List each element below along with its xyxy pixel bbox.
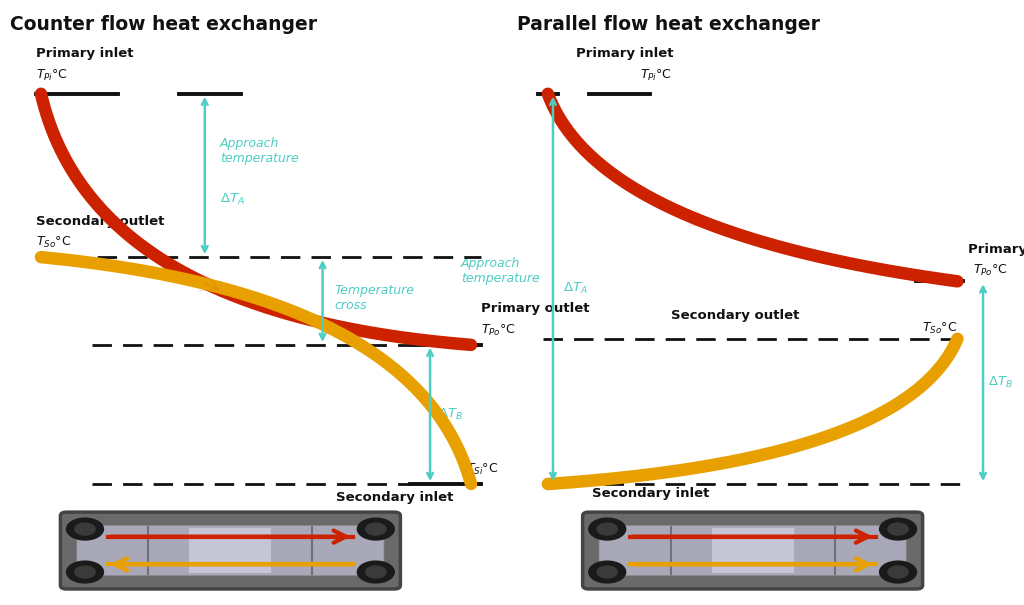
FancyBboxPatch shape [189, 528, 271, 574]
Text: Secondary inlet: Secondary inlet [336, 491, 453, 504]
Circle shape [67, 561, 103, 583]
Text: $\Delta T_A$: $\Delta T_A$ [220, 192, 245, 207]
Text: $T_{So}$°C: $T_{So}$°C [922, 321, 956, 336]
Circle shape [589, 561, 626, 583]
Circle shape [357, 518, 394, 540]
Circle shape [880, 561, 916, 583]
Text: Approach
temperature: Approach temperature [461, 257, 540, 285]
Circle shape [597, 523, 617, 535]
Text: Secondary outlet: Secondary outlet [671, 309, 799, 322]
Text: Counter flow heat exchanger: Counter flow heat exchanger [10, 15, 317, 34]
Circle shape [589, 518, 626, 540]
FancyBboxPatch shape [77, 525, 384, 576]
Text: $T_{Pi}$°C: $T_{Pi}$°C [36, 68, 68, 83]
Text: Secondary outlet: Secondary outlet [36, 215, 164, 228]
Circle shape [880, 518, 916, 540]
Text: Parallel flow heat exchanger: Parallel flow heat exchanger [517, 15, 820, 34]
Circle shape [67, 518, 103, 540]
Text: Temperature
cross: Temperature cross [335, 284, 415, 312]
Text: $T_{Po}$°C: $T_{Po}$°C [973, 263, 1008, 278]
Circle shape [366, 523, 386, 535]
Text: $T_{Si}$°C: $T_{Si}$°C [634, 511, 667, 526]
Circle shape [597, 566, 617, 578]
FancyBboxPatch shape [599, 525, 906, 576]
Circle shape [366, 566, 386, 578]
Circle shape [888, 566, 908, 578]
FancyBboxPatch shape [712, 528, 794, 574]
Text: Primary inlet: Primary inlet [575, 48, 674, 61]
Text: Approach
temperature: Approach temperature [220, 137, 299, 165]
Circle shape [888, 523, 908, 535]
FancyBboxPatch shape [583, 512, 923, 589]
FancyBboxPatch shape [60, 512, 400, 589]
Circle shape [75, 566, 95, 578]
Text: $T_{Pi}$°C: $T_{Pi}$°C [640, 68, 672, 83]
Text: Secondary inlet: Secondary inlet [592, 487, 709, 500]
Text: $T_{Si}$°C: $T_{Si}$°C [466, 462, 499, 477]
Text: $\Delta T_B$: $\Delta T_B$ [988, 375, 1013, 390]
Text: Primary inlet: Primary inlet [36, 48, 133, 61]
Text: $\Delta T_B$: $\Delta T_B$ [438, 407, 463, 422]
Text: Primary outlet: Primary outlet [968, 243, 1024, 256]
Text: Primary outlet: Primary outlet [481, 302, 590, 315]
Text: $\Delta T_A$: $\Delta T_A$ [563, 281, 588, 296]
Circle shape [357, 561, 394, 583]
Circle shape [75, 523, 95, 535]
Text: $T_{So}$°C: $T_{So}$°C [36, 235, 71, 250]
Text: $T_{Po}$°C: $T_{Po}$°C [481, 322, 516, 338]
